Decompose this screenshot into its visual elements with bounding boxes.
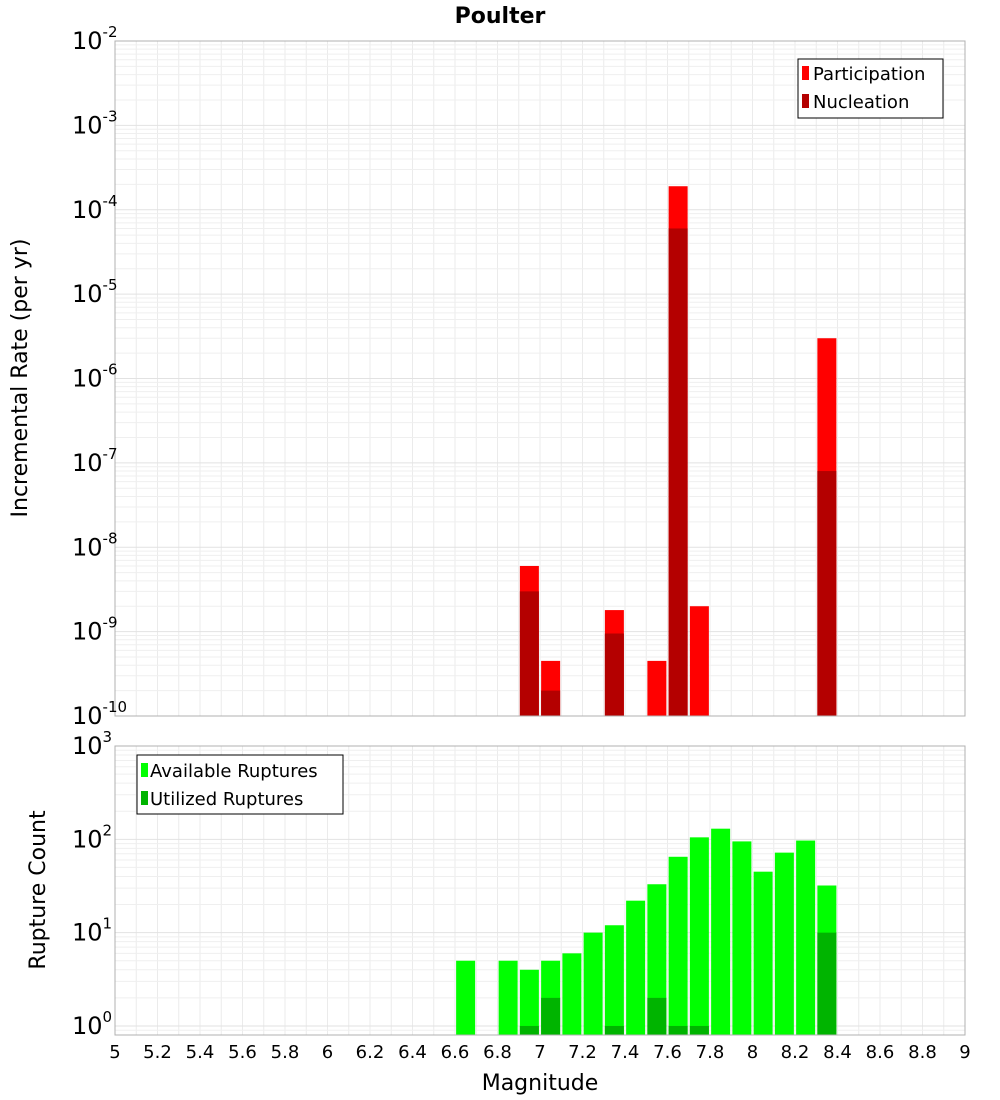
x-tick-label: 7.4	[611, 1042, 640, 1063]
bar-available-ruptures	[562, 953, 582, 1035]
bar-utilized-ruptures	[647, 997, 667, 1035]
count-legend: Available Ruptures Utilized Ruptures	[136, 754, 344, 815]
count-legend-box	[136, 754, 344, 815]
y-tick-label: 10-8	[72, 529, 118, 561]
x-tick-label: 6	[322, 1042, 333, 1063]
y-tick-label: 10-4	[72, 192, 118, 224]
count-plot-frame	[114, 745, 966, 1036]
y-tick-label: 100	[72, 1008, 112, 1040]
x-tick-label: 8.2	[781, 1042, 810, 1063]
legend-swatch-available	[141, 763, 148, 777]
bar-participation	[689, 606, 709, 716]
y-tick-label: 102	[72, 821, 112, 853]
legend-swatch-participation	[802, 66, 809, 80]
rate-panel: 10-10 10-9 10-8 10-7 10-6 10-5 10-4 10-3 10-2 In…	[8, 23, 966, 730]
x-tick-label: 7.6	[653, 1042, 682, 1063]
y-tick-label: 10-3	[72, 107, 118, 139]
bar-available-ruptures	[753, 871, 773, 1035]
x-tick-label: 6.4	[398, 1042, 427, 1063]
y-tick-label: 101	[72, 915, 112, 947]
bar-available-ruptures	[456, 960, 476, 1035]
bar-utilized-ruptures	[817, 932, 837, 1035]
count-bars	[456, 828, 837, 1035]
legend-label-participation: Participation	[813, 64, 925, 85]
x-tick-label: 5	[109, 1042, 120, 1063]
rate-y-axis-label: Incremental Rate (per yr)	[8, 239, 33, 518]
x-tick-label: 5.4	[186, 1042, 215, 1063]
legend-swatch-utilized	[141, 791, 148, 805]
y-tick-label: 10-10	[72, 698, 127, 730]
y-tick-label: 10-5	[72, 276, 118, 308]
bar-available-ruptures	[626, 900, 646, 1035]
rate-grid	[114, 40, 966, 717]
chart-title: Poulter	[455, 4, 546, 29]
bar-nucleation	[519, 591, 539, 716]
rate-bars	[519, 186, 837, 716]
bar-utilized-ruptures	[668, 1025, 688, 1035]
x-tick-label: 6.6	[441, 1042, 470, 1063]
x-tick-label: 7.8	[696, 1042, 725, 1063]
x-tick-label: 7.2	[568, 1042, 597, 1063]
y-tick-label: 10-2	[72, 23, 118, 55]
y-tick-label: 10-9	[72, 614, 118, 646]
count-y-axis-label: Rupture Count	[26, 810, 51, 970]
bar-utilized-ruptures	[541, 997, 561, 1035]
x-tick-label: 5.8	[271, 1042, 300, 1063]
rate-legend: Participation Nucleation	[797, 58, 944, 119]
x-tick-label: 8.4	[823, 1042, 852, 1063]
x-tick-label: 7	[534, 1042, 545, 1063]
bar-available-ruptures	[689, 837, 709, 1035]
legend-label-available: Available Ruptures	[150, 761, 318, 782]
x-tick-label: 5.2	[143, 1042, 172, 1063]
bar-utilized-ruptures	[604, 1025, 624, 1035]
bar-available-ruptures	[732, 841, 752, 1035]
y-tick-label: 10-7	[72, 445, 118, 477]
bar-nucleation	[668, 228, 688, 716]
bar-participation	[647, 660, 667, 716]
bar-available-ruptures	[519, 969, 539, 1035]
bar-available-ruptures	[647, 884, 667, 1035]
legend-label-nucleation: Nucleation	[813, 92, 909, 113]
x-tick-label: 6.8	[483, 1042, 512, 1063]
x-tick-label: 8	[747, 1042, 758, 1063]
rupture-count-panel: 100 101 102 103 Rupture Count Available Rup…	[26, 728, 971, 1096]
bar-utilized-ruptures	[519, 1025, 539, 1035]
x-axis-label: Magnitude	[482, 1071, 599, 1096]
legend-label-utilized: Utilized Ruptures	[150, 789, 303, 810]
bar-available-ruptures	[498, 960, 518, 1035]
bar-available-ruptures	[583, 932, 603, 1035]
bar-nucleation	[817, 471, 837, 716]
bar-available-ruptures	[774, 852, 794, 1035]
bar-available-ruptures	[711, 828, 731, 1035]
y-tick-label: 103	[72, 728, 112, 760]
bar-available-ruptures	[796, 840, 816, 1035]
x-ticks: 5 5.2 5.4 5.6 5.8 6 6.2 6.4 6.6 6.8 7 7.2 7.4 7.6 7.8 8…	[109, 1042, 970, 1063]
bar-nucleation	[541, 690, 561, 716]
x-tick-label: 8.8	[908, 1042, 937, 1063]
bar-available-ruptures	[668, 856, 688, 1035]
bar-available-ruptures	[604, 925, 624, 1035]
y-tick-label: 10-6	[72, 361, 118, 393]
rate-legend-box	[797, 58, 944, 119]
count-y-ticks: 100 101 102 103	[72, 728, 112, 1040]
x-tick-label: 5.6	[228, 1042, 257, 1063]
x-tick-label: 6.2	[356, 1042, 385, 1063]
legend-swatch-nucleation	[802, 94, 809, 108]
x-tick-label: 8.6	[866, 1042, 895, 1063]
bar-utilized-ruptures	[689, 1025, 709, 1035]
rate-plot-frame	[114, 40, 966, 717]
bar-nucleation	[604, 633, 624, 716]
rate-y-ticks: 10-10 10-9 10-8 10-7 10-6 10-5 10-4 10-3 10-2	[72, 23, 127, 730]
x-tick-label: 9	[959, 1042, 970, 1063]
